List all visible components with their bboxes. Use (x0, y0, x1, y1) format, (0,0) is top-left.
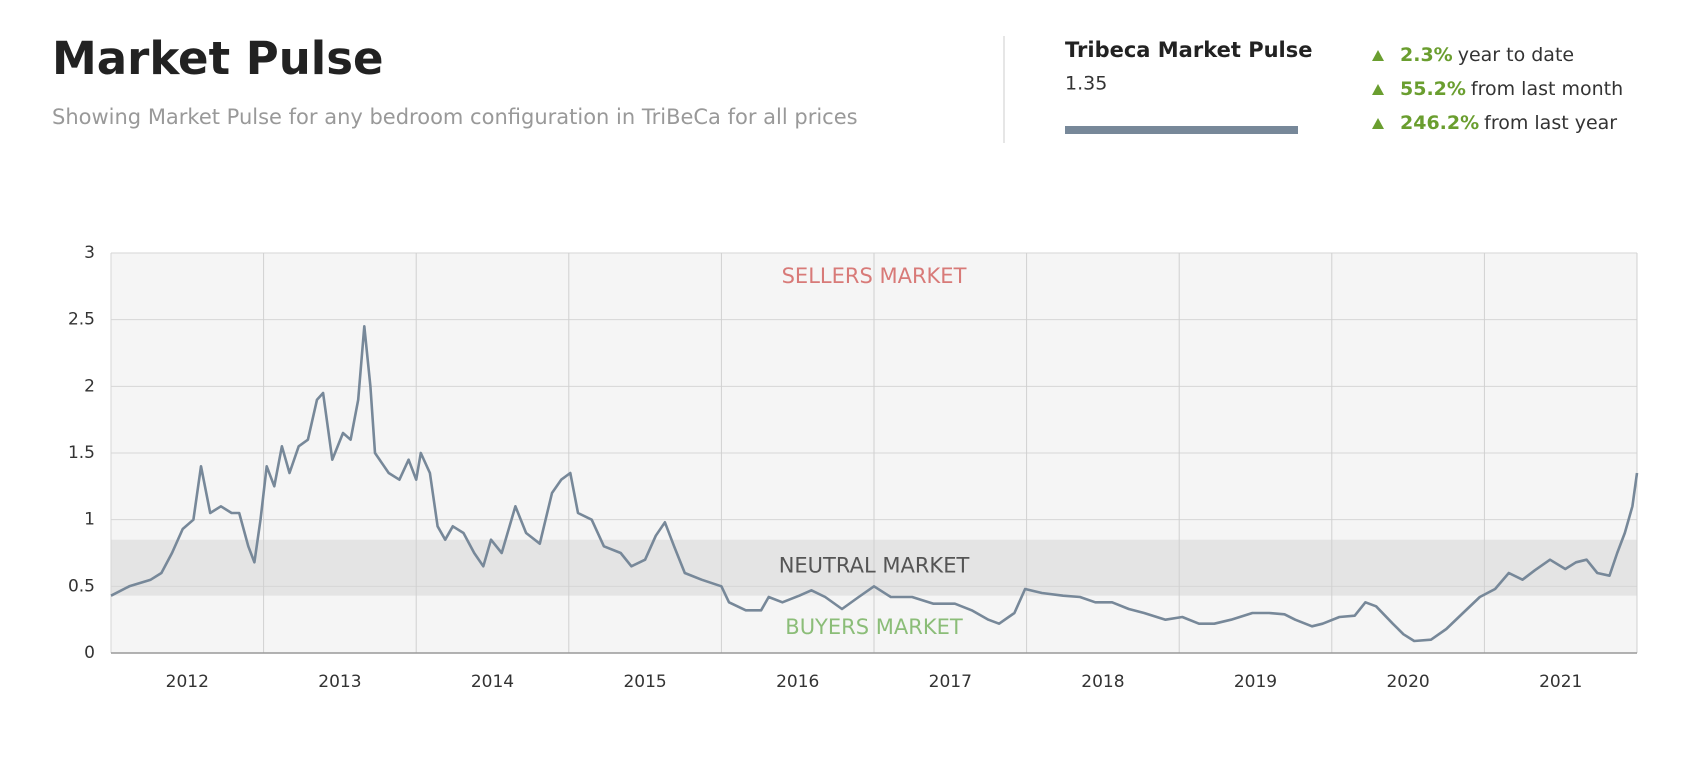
stat-value: 2.3% (1400, 44, 1453, 66)
y-tick-label: 0.5 (68, 576, 95, 596)
stat-value: 55.2% (1400, 78, 1466, 100)
x-tick-label: 2018 (1081, 672, 1124, 692)
x-tick-label: 2012 (166, 672, 209, 692)
y-tick-label: 1 (84, 510, 95, 530)
up-triangle (1372, 84, 1384, 95)
stat: 246.2% from last year (1400, 112, 1617, 134)
panel-title: Tribeca Market Pulse (1065, 38, 1312, 62)
panel-value: 1.35 (1065, 73, 1107, 95)
stat-label: from last year (1484, 112, 1617, 134)
x-tick-label: 2021 (1539, 672, 1582, 692)
stat-label: from last month (1471, 78, 1623, 100)
line (110, 325, 1639, 643)
x-tick-label: 2017 (929, 672, 972, 692)
stat-label: year to date (1458, 44, 1574, 66)
stat-value: 246.2% (1400, 112, 1479, 134)
y-tick-label: 2.5 (68, 310, 95, 330)
y-tick-label: 1.5 (68, 443, 95, 463)
y-tick-label: 0 (84, 643, 95, 663)
up-triangle (1372, 118, 1384, 129)
y-tick-label: 2 (84, 376, 95, 396)
pulse-bar (1065, 126, 1298, 134)
up-triangle (1372, 50, 1384, 61)
x-tick-label: 2016 (776, 672, 819, 692)
x-tick-label: 2014 (471, 672, 514, 692)
annotation: BUYERS MARKET (785, 615, 963, 639)
x-tick-label: 2013 (318, 672, 361, 692)
x-tick-label: 2015 (623, 672, 666, 692)
annotation: NEUTRAL MARKET (779, 554, 970, 578)
x-tick-label: 2019 (1234, 672, 1277, 692)
stat: 55.2% from last month (1400, 78, 1623, 100)
stat: 2.3% year to date (1400, 44, 1574, 66)
annotation: SELLERS MARKET (782, 264, 967, 288)
x-tick-label: 2020 (1386, 672, 1429, 692)
page-subtitle: Showing Market Pulse for any bedroom con… (52, 105, 858, 129)
y-tick-label: 3 (84, 243, 95, 263)
page-title: Market Pulse (52, 32, 384, 85)
